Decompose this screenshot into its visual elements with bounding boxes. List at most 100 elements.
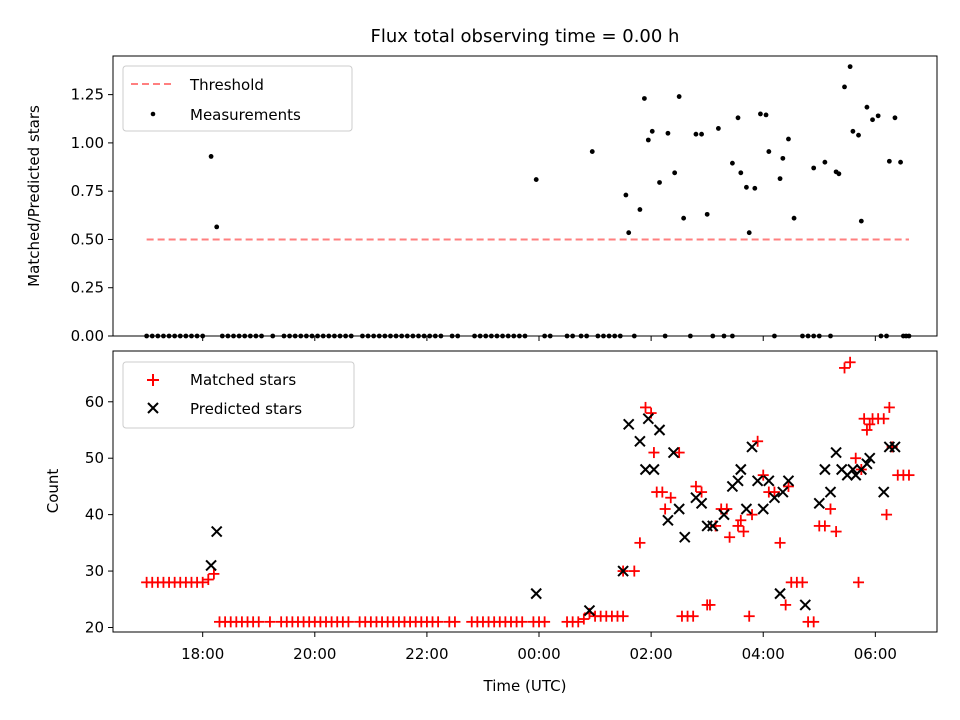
matched-star-point [696,486,708,498]
matched-star-point [648,447,660,459]
predicted-star-point [889,441,901,453]
bottom-y-ticks: 20 30 40 50 60 [85,393,113,636]
measurement-point [856,132,861,138]
measurement-point [730,160,735,166]
matched-star-point [640,401,652,413]
predicted-legend-swatch [147,402,159,414]
bottom-y-tick-label: 50 [85,449,104,467]
measurement-point [875,113,881,119]
matched-star-point [743,610,755,622]
top-plot-frame [112,55,938,337]
measurements-legend-swatch [150,111,156,117]
matched-star-point [342,616,354,628]
top-x-ticks [202,336,876,341]
matched-star-point [264,616,276,628]
predicted-star-point [648,463,660,476]
predicted-star-point [763,475,775,487]
matched-star-point [449,616,461,628]
measurement-point [645,137,651,143]
matched-star-point [746,509,758,521]
measurement-point [898,159,903,165]
predicted-star-point [864,452,876,464]
predicted-star-point [695,497,708,510]
predicted-star-point [679,531,691,543]
measurement-point [791,215,797,221]
measurement-point [693,131,699,137]
x-tick-label: 20:00 [293,645,336,663]
measurement-point [746,230,752,236]
measurement-point [214,224,220,230]
measurements-legend-label: Measurements [190,106,301,124]
matched-star-point [878,413,890,425]
matched-star-point [673,447,685,459]
bottom-plot-frame [112,350,938,633]
matched-star-point [881,509,893,521]
bottom-y-tick-label: 60 [85,393,104,411]
predicted-star-point [639,463,652,476]
count-panel: Count Time (UTC) 20 30 40 50 60 18:00 20:00 22… [44,350,938,695]
matched-star-point [853,576,865,588]
top-legend-box [122,65,353,132]
predicted-star-point [757,503,769,515]
measurement-point [780,155,786,161]
measurement-point [886,158,892,164]
bottom-y-axis-label: Count [44,469,62,514]
matched-star-point [208,568,220,580]
matched-star-point [757,469,769,481]
predicted-star-point [819,463,831,476]
measurement-point [589,149,595,154]
measurement-point [842,84,847,90]
predicted-star-point [530,587,542,600]
predicted-star-point [735,463,747,476]
predicted-star-point [746,441,758,453]
measurement-point [752,185,758,191]
predicted-star-point [673,503,685,515]
matched-star-point [578,613,590,625]
measurement-point [699,131,704,137]
predicted-star-point [740,503,753,515]
measurement-point [777,176,783,182]
matched-legend-swatch [147,374,159,386]
matched-star-point [732,520,744,532]
measurement-point [738,170,744,176]
measurement-point [676,94,682,99]
measurement-point [681,215,687,221]
predicted-star-point [732,475,744,487]
top-y-tick-label: 0.50 [71,230,104,248]
matched-star-point [808,616,820,628]
predicted-star-point [878,486,890,498]
matched-star-point [617,610,629,622]
bottom-y-tick-label: 20 [85,618,104,636]
matched-star-point [634,537,646,549]
measurement-point [850,128,856,134]
chart-title: Flux total observing time = 0.00 h [371,26,680,47]
matched-star-point [883,401,895,413]
predicted-star-point [653,424,666,436]
matched-star-point [197,576,209,588]
ratio-panel: Flux total observing time = 0.00 h Match… [25,26,938,345]
measurement-point [758,111,763,117]
x-tick-label: 02:00 [630,645,673,663]
bottom-legend-box [122,361,355,429]
measurement-point [892,115,898,121]
x-tick-label: 22:00 [405,645,448,663]
measurement-point [766,149,772,154]
matched-star-point [861,424,873,436]
predicted-star-point [830,446,842,459]
matched-star-point [690,480,702,492]
matched-star-point [903,469,915,481]
x-tick-label: 18:00 [181,645,224,663]
predicted-star-point [707,520,719,532]
measurement-point [858,218,864,224]
predicted-star-point [642,413,655,425]
measurement-point [533,177,539,182]
measurement-point [735,115,741,121]
measurement-point [763,112,769,118]
x-tick-label: 06:00 [854,645,897,663]
top-y-tick-label: 1.00 [71,134,104,152]
x-tick-label: 00:00 [517,645,560,663]
matched-star-point [665,492,677,504]
predicted-star-point [768,491,781,504]
matched-stars-points [141,356,915,628]
